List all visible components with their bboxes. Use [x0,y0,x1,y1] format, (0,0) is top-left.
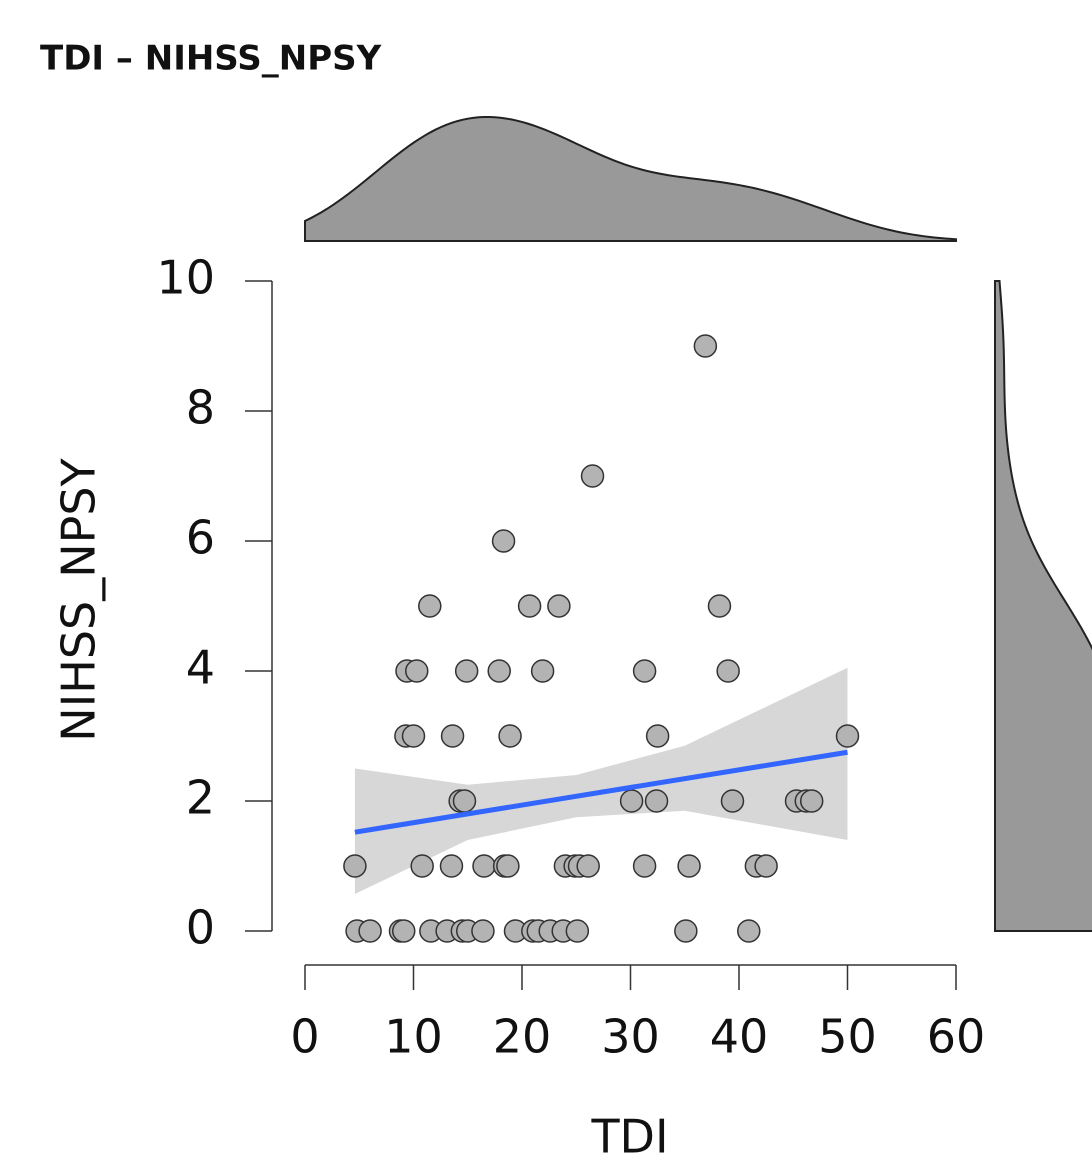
y-tick-label: 8 [186,381,215,435]
point [454,659,479,683]
point [471,919,495,943]
x-tick-label: 20 [493,1010,552,1064]
point [343,854,367,878]
point [619,789,644,813]
point [491,529,516,553]
point [754,854,778,878]
y-density [994,280,1092,932]
point [737,919,761,943]
point [707,594,732,618]
point [716,659,740,683]
point [565,919,590,943]
point [645,724,670,748]
point [472,854,496,878]
point [580,464,605,488]
trend-line [354,749,848,835]
point [644,789,669,813]
point [835,724,860,748]
point [391,919,416,943]
chart-title: TDI – NIHSS_NPSY [40,39,382,79]
x-tick-label: 10 [384,1010,443,1064]
point [440,724,465,748]
point [410,854,434,878]
point [720,789,745,813]
point [547,594,571,618]
x-axis-title: TDI [590,1110,668,1164]
y-tick-label: 4 [186,641,215,695]
point [693,334,718,358]
point [799,789,824,813]
y-tick-label: 0 [186,901,215,955]
point [674,919,698,943]
y-tick-label: 2 [186,771,215,825]
x-tick-label: 30 [601,1010,660,1064]
point [487,659,511,683]
point [496,854,520,878]
point [498,724,522,748]
point [576,854,600,878]
point [418,594,442,618]
y-tick-label: 10 [156,251,215,305]
y-tick-label: 6 [186,511,215,565]
point [517,594,542,618]
point [401,724,426,748]
point [358,919,382,943]
point [405,659,429,683]
x-tick-label: 40 [710,1010,769,1064]
point [452,789,477,813]
point [632,659,657,683]
x-density [304,115,957,242]
confidence-band [354,667,848,894]
point [439,854,464,878]
x-tick-label: 0 [290,1010,319,1064]
point [632,854,657,878]
x-tick-label: 60 [927,1010,986,1064]
point [677,854,701,878]
x-tick-label: 50 [818,1010,877,1064]
point [530,659,555,683]
y-axis-title: NIHSS_NPSY [52,457,106,741]
